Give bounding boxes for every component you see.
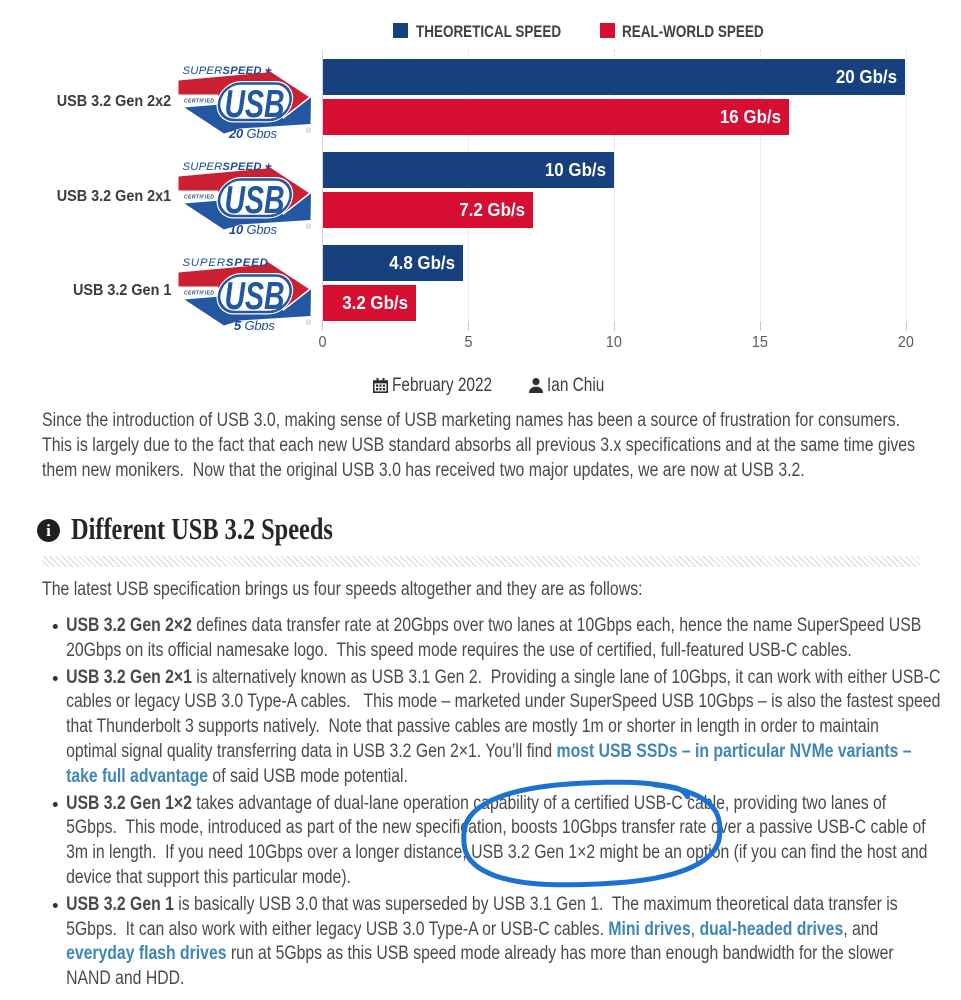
svg-text:CERTIFIED: CERTIFIED [184, 195, 214, 201]
svg-text:SUPERSPEED +: SUPERSPEED + [183, 161, 273, 173]
svg-text:USB: USB [225, 179, 285, 222]
svg-text:SUPERSPEED: SUPERSPEED [183, 257, 269, 269]
svg-text:5 Gbps: 5 Gbps [234, 318, 275, 330]
svg-text:10 Gbps: 10 Gbps [229, 222, 277, 234]
svg-text:®: ® [306, 127, 312, 135]
svg-text:USB: USB [225, 275, 285, 318]
svg-text:SUPERSPEED +: SUPERSPEED + [183, 65, 273, 77]
svg-text:CERTIFIED: CERTIFIED [184, 99, 214, 105]
svg-text:USB: USB [225, 83, 285, 126]
svg-text:20 Gbps: 20 Gbps [228, 126, 277, 138]
svg-text:®: ® [306, 319, 312, 327]
svg-text:CERTIFIED: CERTIFIED [184, 291, 214, 297]
svg-text:®: ® [306, 223, 312, 231]
